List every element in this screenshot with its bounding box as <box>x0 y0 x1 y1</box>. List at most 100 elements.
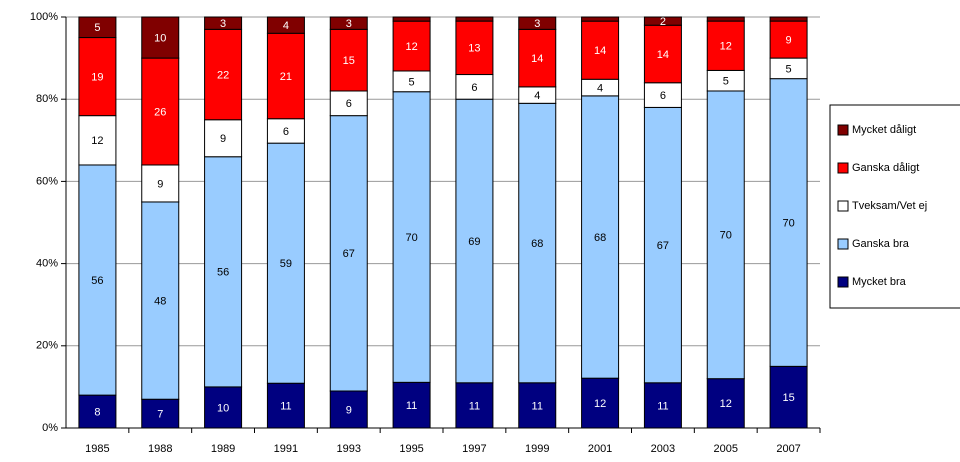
bar-segment <box>581 20 620 80</box>
bar-segment <box>455 98 494 384</box>
x-tick-label: 1989 <box>211 443 235 455</box>
data-label: 11 <box>469 400 480 412</box>
bar-segment <box>329 115 368 392</box>
y-tick-label: 80% <box>36 93 58 105</box>
data-label: 69 <box>468 236 480 248</box>
data-label: 67 <box>343 248 355 260</box>
x-tick-label: 1988 <box>148 443 172 455</box>
data-label: 12 <box>594 398 606 410</box>
data-label: 9 <box>346 404 352 416</box>
data-label: 14 <box>531 53 543 65</box>
data-label: 21 <box>280 71 292 83</box>
bar-segment <box>643 82 682 108</box>
data-label: 12 <box>405 41 417 53</box>
legend-label: Mycket dåligt <box>852 124 916 136</box>
bar-segment <box>266 142 305 384</box>
data-label: 3 <box>220 18 226 30</box>
legend-swatch <box>837 162 849 174</box>
data-label: 3 <box>346 18 352 30</box>
data-label: 12 <box>720 41 732 53</box>
x-tick-label: 1991 <box>274 443 298 455</box>
bar-segment <box>518 102 557 384</box>
data-label: 5 <box>723 76 729 88</box>
data-label: 9 <box>157 178 163 190</box>
data-label: 9 <box>220 133 226 145</box>
x-tick-label: 1999 <box>525 443 549 455</box>
data-label: 11 <box>406 400 417 412</box>
bar-segment <box>329 90 368 117</box>
data-label: 4 <box>534 90 540 102</box>
data-label: 15 <box>343 55 355 67</box>
data-label: 11 <box>280 401 291 413</box>
legend-label: Ganska dåligt <box>852 162 919 174</box>
bar-segment <box>204 28 243 121</box>
bar-segment <box>706 20 745 71</box>
bar-segment <box>266 16 305 34</box>
bar-segment <box>141 201 180 400</box>
bar-segment <box>706 16 745 22</box>
data-label: 10 <box>217 402 229 414</box>
data-label: 8 <box>94 406 100 418</box>
y-tick-label: 40% <box>36 258 58 270</box>
x-tick-label: 2005 <box>714 443 738 455</box>
bar-segment <box>581 16 620 22</box>
x-tick-label: 2003 <box>651 443 675 455</box>
y-tick-label: 20% <box>36 340 58 352</box>
bar-segment <box>769 365 808 429</box>
bar-segment <box>643 106 682 384</box>
data-label: 4 <box>283 20 289 32</box>
y-tick-label: 60% <box>36 175 58 187</box>
bar-segment <box>141 398 180 429</box>
data-label: 7 <box>157 409 163 421</box>
legend-swatch <box>837 124 849 136</box>
bar-segment <box>78 115 117 166</box>
data-label: 4 <box>597 82 603 94</box>
data-label: 70 <box>405 232 417 244</box>
data-label: 68 <box>594 232 606 244</box>
data-label: 15 <box>782 392 794 404</box>
bar-segment <box>266 32 305 120</box>
legend-label: Ganska bra <box>852 238 910 250</box>
y-tick-label: 100% <box>30 11 58 23</box>
data-label: 68 <box>531 238 543 250</box>
data-label: 26 <box>154 106 166 118</box>
bar-segment <box>643 382 682 429</box>
bar-segment <box>706 378 745 429</box>
data-label: 70 <box>782 217 794 229</box>
bar-segment <box>455 382 494 429</box>
data-label: 11 <box>532 400 543 412</box>
x-tick-label: 2007 <box>776 443 800 455</box>
legend-swatch <box>837 200 849 212</box>
bar-segment <box>141 164 180 203</box>
bar-segment <box>141 57 180 166</box>
legend-label: Tveksam/Vet ej <box>852 200 927 212</box>
bar-segment <box>769 16 808 22</box>
data-label: 10 <box>154 32 166 44</box>
x-tick-label: 1985 <box>85 443 109 455</box>
data-label: 6 <box>283 126 289 138</box>
bar-segment <box>204 16 243 30</box>
data-label: 6 <box>660 90 666 102</box>
data-label: 3 <box>534 18 540 30</box>
bar-segment <box>78 394 117 429</box>
bar-segment <box>518 28 557 88</box>
bar-segment <box>392 16 431 22</box>
data-label: 12 <box>91 135 103 147</box>
data-label: 2 <box>660 16 666 28</box>
bar-segment <box>329 16 368 30</box>
data-label: 5 <box>409 76 415 88</box>
x-tick-label: 1997 <box>462 443 486 455</box>
bar-segment <box>266 118 305 144</box>
y-tick-label: 0% <box>42 422 58 434</box>
bar-segment <box>78 16 117 39</box>
data-label: 14 <box>594 45 606 57</box>
bar-segment <box>518 382 557 429</box>
x-tick-label: 2001 <box>588 443 612 455</box>
bar-segment <box>78 164 117 396</box>
legend-box <box>829 104 960 309</box>
data-label: 59 <box>280 258 292 270</box>
data-label: 56 <box>217 267 229 279</box>
data-label: 6 <box>346 98 352 110</box>
